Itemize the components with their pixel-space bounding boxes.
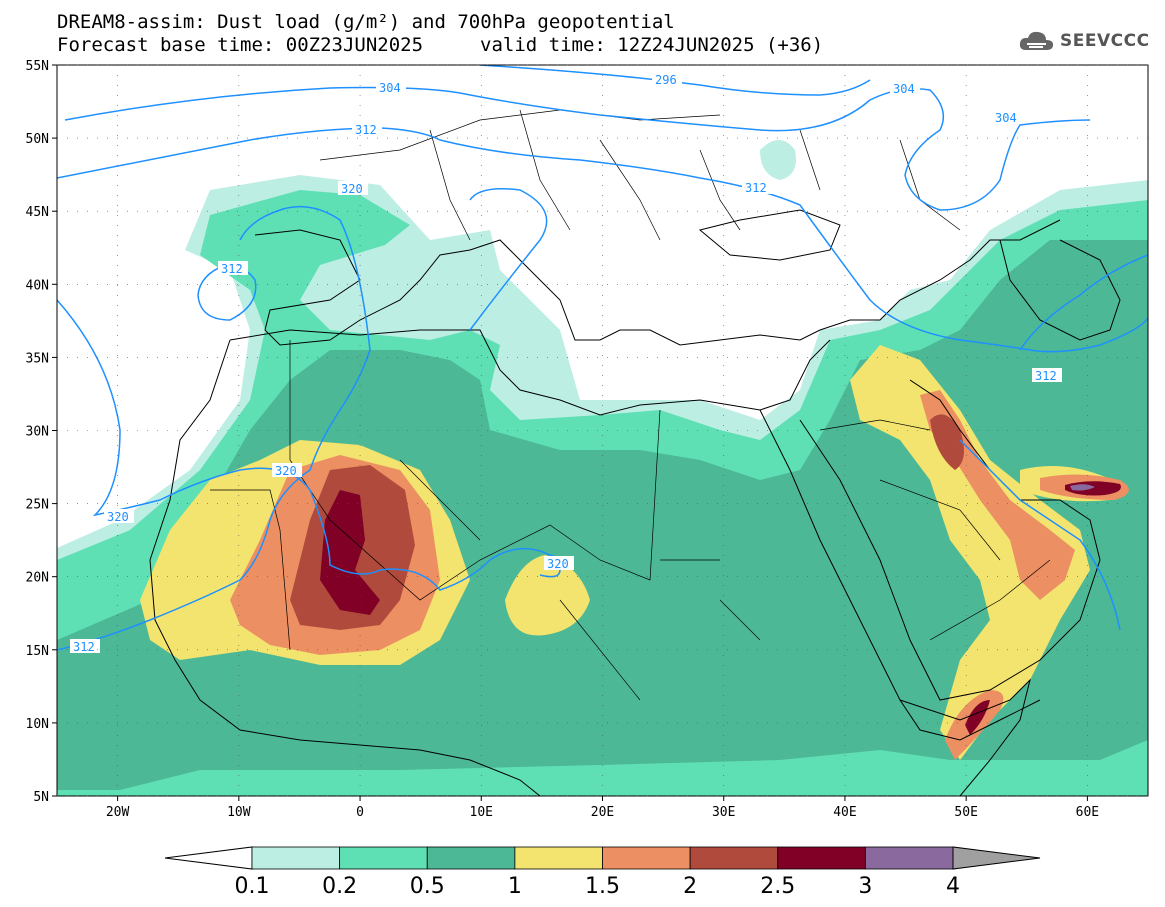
contour-label: 320 bbox=[275, 464, 297, 478]
contour-label: 320 bbox=[107, 510, 129, 524]
colorbar-label: 1 bbox=[508, 874, 522, 899]
cloud-icon bbox=[1019, 31, 1054, 50]
lat-label: 15N bbox=[26, 644, 49, 659]
contour-312-arabia bbox=[959, 439, 1121, 631]
colorbar-label: 1.5 bbox=[585, 874, 620, 899]
coastline-africa-north bbox=[229, 329, 831, 416]
contour-312-east bbox=[1019, 254, 1148, 351]
lat-label: 45N bbox=[26, 205, 49, 220]
title-valid-time: valid time: 12Z24JUN2025 (+36) bbox=[480, 34, 824, 56]
contour-label: 320 bbox=[341, 182, 363, 196]
contour-label: 296 bbox=[655, 73, 677, 87]
lat-label: 35N bbox=[26, 351, 49, 366]
coastline-caspian bbox=[999, 239, 1121, 341]
colorbar-over-arrow bbox=[952, 846, 1041, 870]
colorbar-segment bbox=[251, 846, 341, 870]
colorbar-label: 2 bbox=[683, 874, 697, 899]
contour-320-central bbox=[469, 188, 548, 331]
colorbar-label: 3 bbox=[858, 874, 872, 899]
coastline-black-sea bbox=[698, 209, 841, 261]
dust-fields bbox=[57, 140, 1148, 796]
colorbar-segment bbox=[514, 846, 603, 870]
colorbar-segment bbox=[426, 846, 516, 870]
borders-europe bbox=[319, 109, 961, 241]
contour-320 bbox=[57, 205, 565, 651]
contour-label: 304 bbox=[893, 82, 915, 96]
lat-axis: 55N 50N 45N 40N 35N 30N 25N 20N 15N 10N 5N bbox=[26, 59, 1148, 805]
colorbar-segment bbox=[689, 846, 779, 870]
contour-label: 304 bbox=[995, 111, 1017, 125]
contour-296 bbox=[479, 65, 871, 96]
contour-label: 312 bbox=[355, 123, 377, 137]
dust-level-2.5-yemen bbox=[965, 700, 990, 735]
colorbar-label: 0.2 bbox=[322, 874, 357, 899]
lat-label: 10N bbox=[26, 717, 49, 732]
dust-level-0.1-patch bbox=[760, 140, 796, 180]
coastline-red-sea bbox=[759, 409, 1041, 741]
colorbar-segment bbox=[602, 846, 691, 870]
contour-label: 312 bbox=[73, 640, 95, 654]
title-line-1: DREAM8-assim: Dust load (g/m²) and 700hP… bbox=[57, 11, 675, 33]
contour-label: 312 bbox=[745, 181, 767, 195]
dust-level-1-arabia bbox=[850, 345, 1090, 760]
contour-label: 304 bbox=[379, 81, 401, 95]
colorbar-segment bbox=[777, 846, 866, 870]
dust-level-2.5 bbox=[320, 490, 380, 615]
colorbar-label: 4 bbox=[946, 874, 960, 899]
colorbar-segment bbox=[339, 846, 428, 870]
lat-label: 40N bbox=[26, 278, 49, 293]
lon-label: 10E bbox=[470, 805, 493, 820]
lon-label: 30E bbox=[712, 805, 735, 820]
lon-label: 60E bbox=[1076, 805, 1099, 820]
lon-label: 20E bbox=[591, 805, 614, 820]
colorbar: 0.1 0.2 0.5 1 1.5 2 2.5 3 4 bbox=[164, 846, 1041, 899]
lon-label: 40E bbox=[833, 805, 856, 820]
dust-level-1-libya bbox=[505, 555, 590, 636]
geopotential-contours bbox=[57, 65, 1148, 651]
seevccc-logo: SEEVCCC bbox=[1018, 26, 1150, 56]
contour-312-west bbox=[197, 264, 257, 321]
colorbar-label: 0.1 bbox=[235, 874, 270, 899]
colorbar-segment bbox=[864, 846, 954, 870]
contour-label: 320 bbox=[547, 557, 569, 571]
coastline-africa-west bbox=[149, 339, 541, 796]
colorbar-label: 2.5 bbox=[760, 874, 795, 899]
lon-label: 20W bbox=[106, 805, 130, 820]
lat-label: 50N bbox=[26, 132, 49, 147]
lat-label: 30N bbox=[26, 425, 49, 440]
colorbar-label: 0.5 bbox=[410, 874, 445, 899]
lon-axis: 20W 10W 0 10E 20E 30E 40E 50E 60E bbox=[106, 65, 1099, 820]
contour-labels: 304 296 304 304 312 312 320 312 320 320 … bbox=[70, 72, 1062, 654]
contour-label: 312 bbox=[1035, 369, 1057, 383]
lat-label: 5N bbox=[33, 790, 49, 805]
colorbar-under-arrow bbox=[164, 846, 253, 870]
lat-label: 55N bbox=[26, 59, 49, 74]
lon-label: 10W bbox=[227, 805, 251, 820]
coastline-arabia bbox=[799, 379, 1101, 701]
dust-level-3 bbox=[1070, 484, 1095, 491]
lon-label: 50E bbox=[954, 805, 977, 820]
coastlines bbox=[149, 109, 1121, 796]
contour-label: 312 bbox=[221, 262, 243, 276]
title-forecast-base-time: Forecast base time: 00Z23JUN2025 bbox=[57, 34, 424, 56]
lat-label: 20N bbox=[26, 571, 49, 586]
lat-label: 25N bbox=[26, 498, 49, 513]
dust-level-2-iraq bbox=[930, 414, 964, 470]
logo-text: SEEVCCC bbox=[1060, 31, 1150, 51]
borders-arabia bbox=[819, 419, 1051, 641]
coastline-horn bbox=[899, 678, 1031, 796]
borders-africa bbox=[210, 340, 761, 701]
lon-label: 0 bbox=[356, 805, 364, 820]
coastline-europe bbox=[254, 219, 1061, 346]
